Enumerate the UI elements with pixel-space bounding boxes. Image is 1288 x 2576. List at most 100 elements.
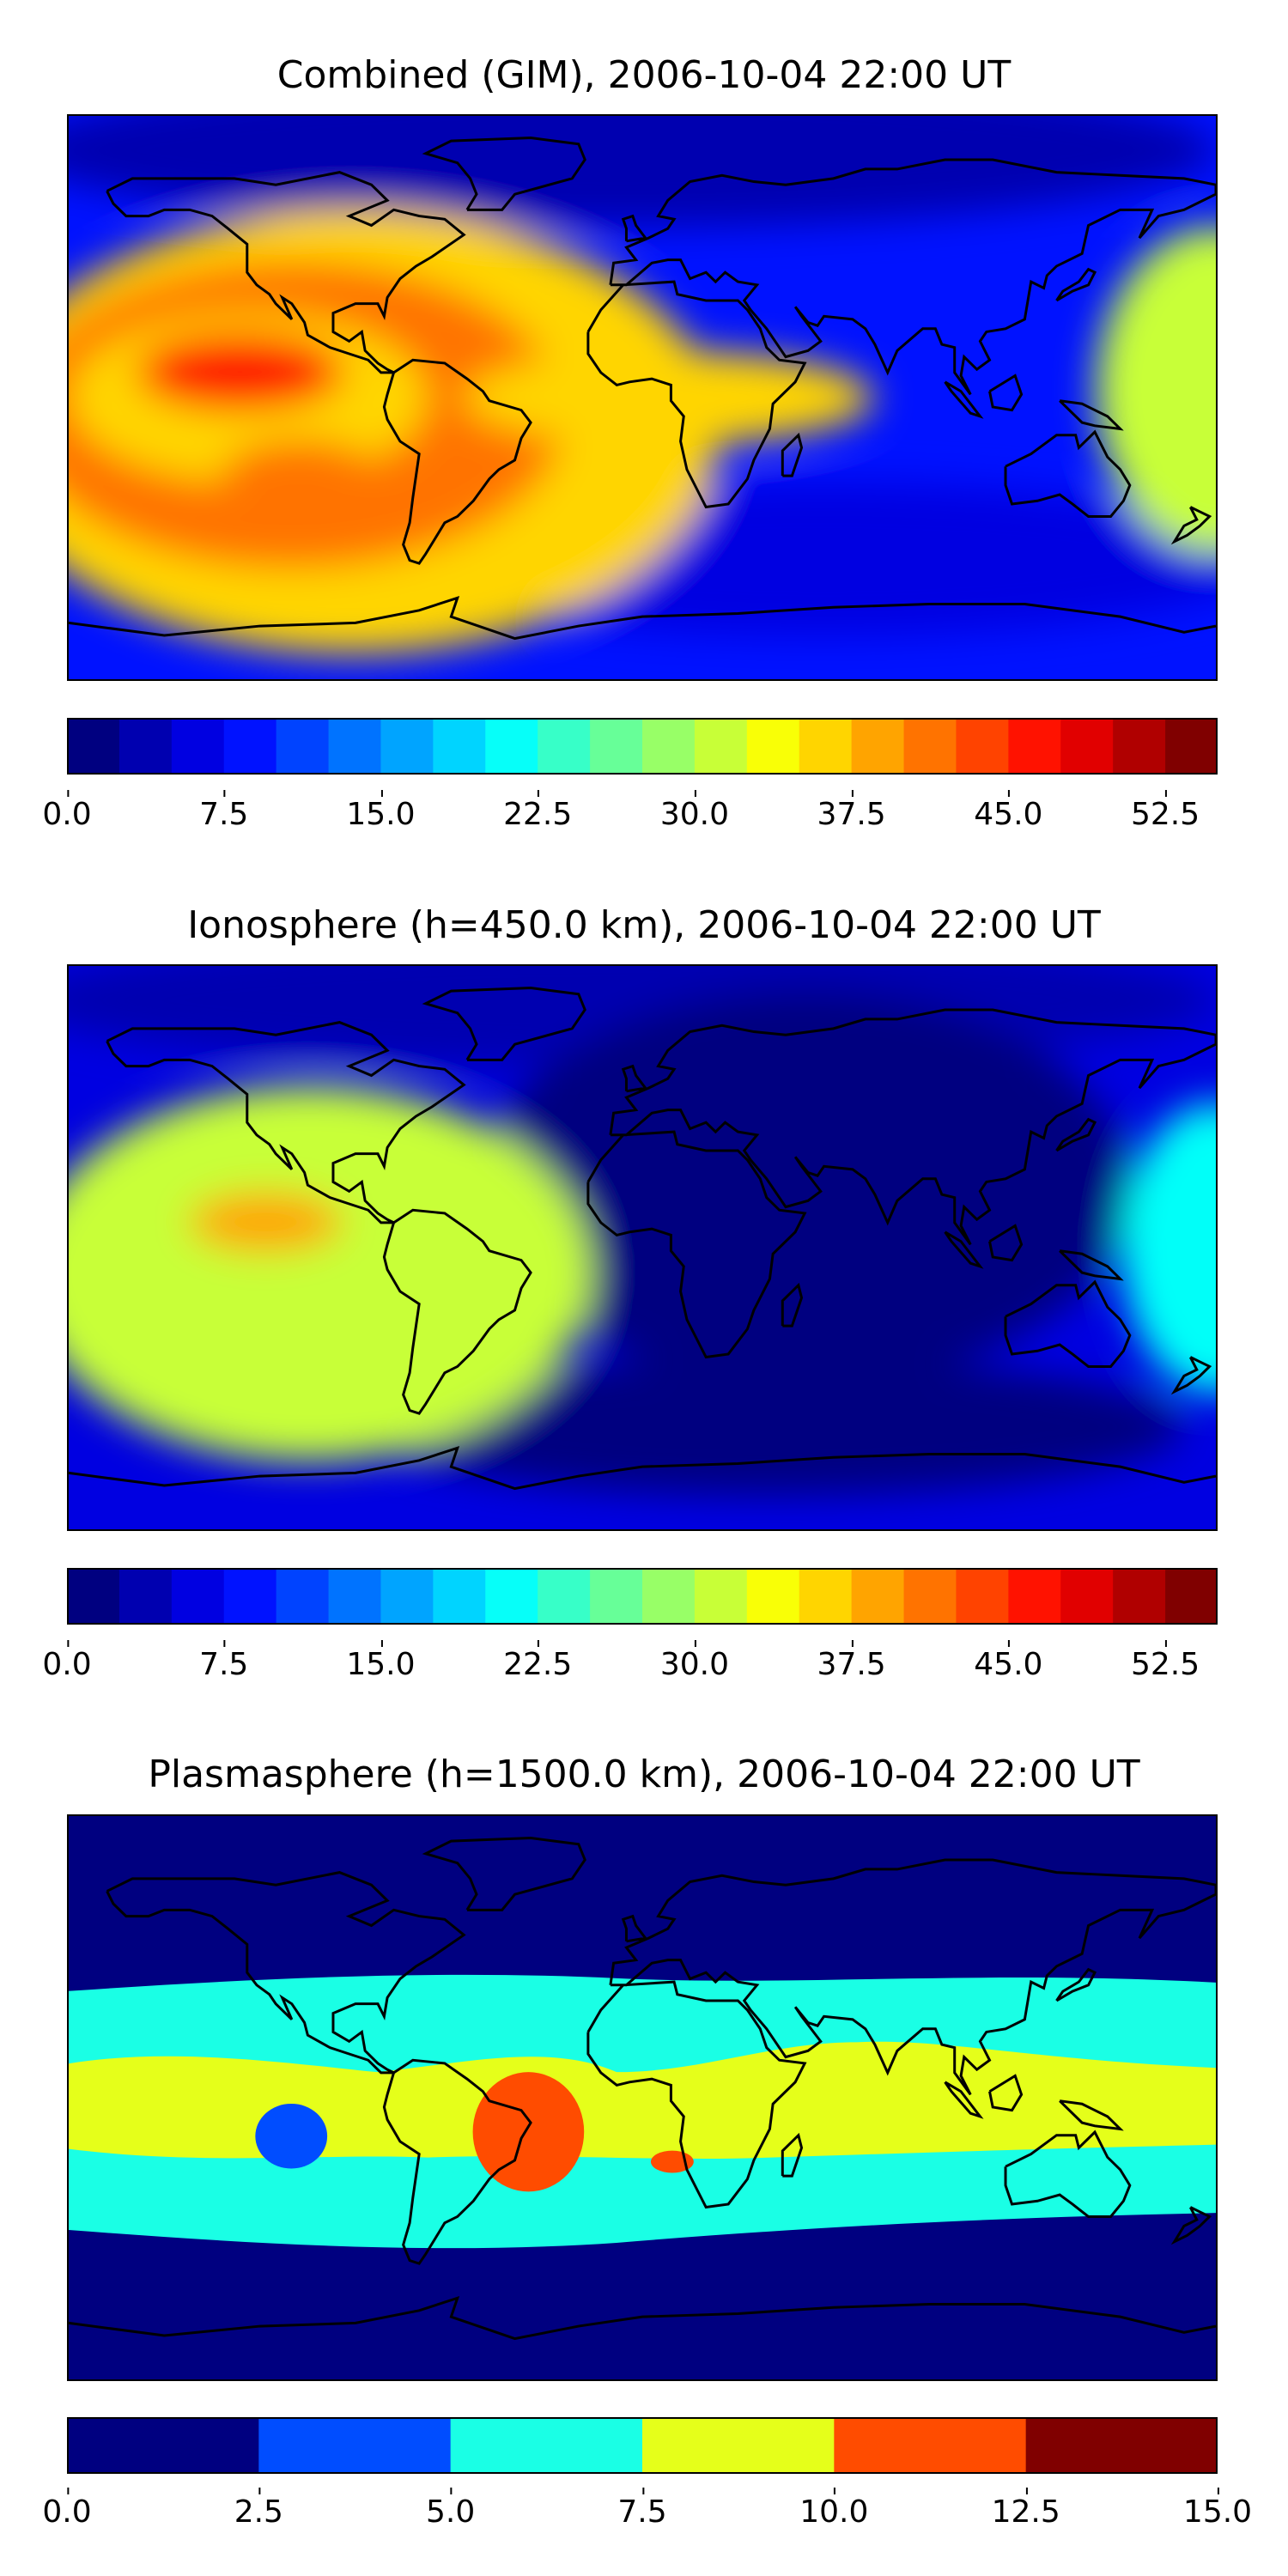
panel-3-colorbar — [67, 2417, 1218, 2474]
colorbar-tick-label: 45.0 — [974, 1640, 1043, 1682]
colorbar-tick-label: 30.0 — [659, 1640, 729, 1682]
colorbar-segment — [1113, 1568, 1166, 1625]
colorbar-tick-label: 30.0 — [659, 790, 729, 832]
colorbar-segment — [903, 1568, 957, 1625]
colorbar-segment — [1008, 1568, 1061, 1625]
colorbar-tick-label: 22.5 — [503, 790, 573, 832]
panel-3-coastlines — [69, 1837, 1216, 2341]
panel-3-feature-pacific-band-patch — [1060, 2077, 1115, 2118]
panel-2-feature-western-pacific — [1121, 1103, 1216, 1393]
colorbar-tick-label: 12.5 — [991, 2488, 1060, 2530]
colorbar-segment — [118, 718, 173, 775]
panel-1-coastlines — [69, 137, 1216, 641]
colorbar-segment — [276, 1568, 330, 1625]
colorbar-segment — [694, 1568, 748, 1625]
panel-3-band-equatorial — [69, 2041, 1216, 2160]
panel-1-feature-south-pacific — [222, 440, 377, 509]
colorbar-segment — [694, 718, 748, 775]
panel-3-title: Plasmasphere (h=1500.0 km), 2006-10-04 2… — [148, 1753, 1140, 1796]
colorbar-tick-label: 0.0 — [42, 2488, 92, 2530]
colorbar-segment — [67, 2417, 259, 2474]
panel-1-title: Combined (GIM), 2006-10-04 22:00 UT — [276, 53, 1012, 97]
colorbar-segment — [328, 1568, 382, 1625]
colorbar-segment — [851, 718, 905, 775]
colorbar-segment — [276, 718, 330, 775]
coastline-path — [69, 1837, 1216, 2341]
colorbar-segment — [851, 1568, 905, 1625]
panel-3-feature-brazil-maximum — [472, 2072, 585, 2192]
colorbar-segment — [956, 1568, 1009, 1625]
colorbar-segment — [903, 718, 957, 775]
panel-1-feature-pacific-band — [462, 350, 874, 445]
coastline-path — [69, 987, 1216, 1491]
panel-1-map — [67, 114, 1218, 681]
colorbar-segment — [485, 718, 538, 775]
colorbar-segment — [799, 1568, 853, 1625]
colorbar-tick-label: 52.5 — [1131, 1640, 1200, 1682]
colorbar-segment — [642, 718, 696, 775]
colorbar-segment — [642, 1568, 696, 1625]
panel-3-feature-pacific-minimum — [255, 2103, 328, 2169]
colorbar-segment — [1060, 1568, 1114, 1625]
panel-2-colorbar — [67, 1568, 1218, 1625]
colorbar-segment — [433, 1568, 486, 1625]
panel-2-coastlines — [69, 987, 1216, 1491]
colorbar-segment — [171, 718, 225, 775]
colorbar-segment — [67, 1568, 120, 1625]
colorbar-segment — [799, 718, 853, 775]
colorbar-tick-label: 22.5 — [503, 1640, 573, 1682]
colorbar-tick-label: 10.0 — [799, 2488, 869, 2530]
colorbar-frame — [67, 2417, 1218, 2474]
colorbar-segment — [746, 718, 800, 775]
colorbar-tick-label: 15.0 — [1182, 2488, 1253, 2530]
colorbar-tick-label: 0.0 — [42, 790, 92, 832]
colorbar-segment — [223, 718, 277, 775]
panel-1-feature-crest — [137, 333, 343, 410]
colorbar-tick-label: 45.0 — [974, 790, 1043, 832]
colorbar-segment — [380, 718, 434, 775]
colorbar-segment — [328, 718, 382, 775]
panel-2-colorbar-ticks: 0.0 7.5 15.0 22.5 30.0 37.5 45.0 52.5 — [42, 1640, 1218, 1698]
panel-2-feature-trough — [359, 1358, 1182, 1496]
colorbar-segment — [1025, 2417, 1218, 2474]
colorbar-tick-label: 37.5 — [817, 790, 886, 832]
colorbar-segment — [590, 1568, 643, 1625]
colorbar-segment — [1113, 718, 1166, 775]
panel-1-feature-western-pacific — [1096, 227, 1216, 551]
colorbar-segment — [642, 2417, 835, 2474]
panel-3-map — [67, 1814, 1218, 2381]
colorbar-tick-label: 2.5 — [234, 2488, 283, 2530]
panel-3-colorbar-ticks: 0.0 2.5 5.0 7.5 10.0 12.5 15.0 — [42, 2488, 1252, 2546]
colorbar-tick-label: 15.0 — [346, 1640, 416, 1682]
colorbar-frame — [67, 1568, 1218, 1625]
colorbar-segment — [380, 1568, 434, 1625]
colorbar-segment — [223, 1568, 277, 1625]
colorbar-tick-label: 7.5 — [199, 1640, 249, 1682]
panel-2-feature-crest — [188, 1192, 343, 1252]
colorbar-segment — [590, 718, 643, 775]
colorbar-segment — [118, 1568, 173, 1625]
colorbar-segment — [1008, 718, 1061, 775]
colorbar-tick-label: 0.0 — [42, 1640, 92, 1682]
colorbar-tick-label: 15.0 — [346, 790, 416, 832]
colorbar-segment — [1165, 718, 1218, 775]
colorbar-segment — [258, 2417, 452, 2474]
colorbar-segment — [956, 718, 1009, 775]
colorbar-tick-label: 37.5 — [817, 1640, 886, 1682]
panel-2-map — [67, 964, 1218, 1531]
colorbar-segment — [433, 718, 486, 775]
colorbar-segment — [67, 718, 120, 775]
colorbar-tick-label: 52.5 — [1131, 790, 1200, 832]
colorbar-segment — [485, 1568, 538, 1625]
coastline-path — [69, 137, 1216, 641]
colorbar-tick-label: 7.5 — [199, 790, 249, 832]
colorbar-segment — [1165, 1568, 1218, 1625]
panel-1-colorbar-ticks: 0.0 7.5 15.0 22.5 30.0 37.5 45.0 52.5 — [42, 790, 1218, 848]
colorbar-segment — [450, 2417, 643, 2474]
colorbar-segment — [538, 1568, 591, 1625]
colorbar-tick-label: 7.5 — [617, 2488, 667, 2530]
colorbar-segment — [538, 718, 591, 775]
colorbar-segment — [746, 1568, 800, 1625]
colorbar-frame — [67, 718, 1218, 775]
panel-2-title: Ionosphere (h=450.0 km), 2006-10-04 22:0… — [187, 903, 1101, 947]
